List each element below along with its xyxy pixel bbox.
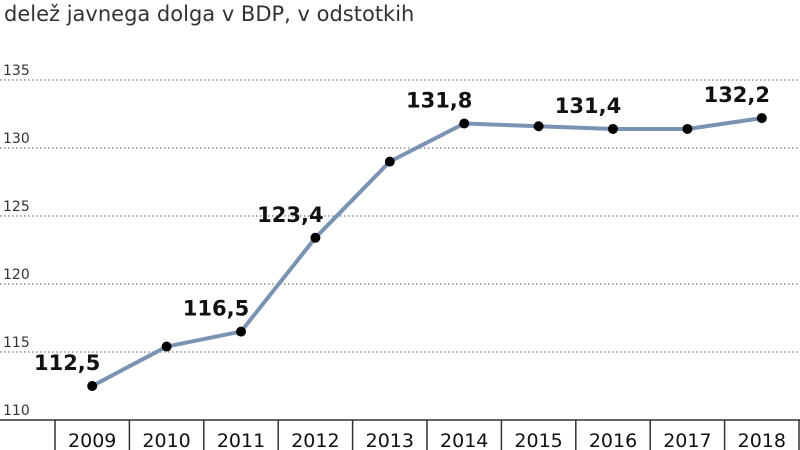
y-tick-label-115: 115 <box>3 335 30 351</box>
data-label-2018: 132,2 <box>704 83 770 107</box>
x-tick-label-2015: 2015 <box>514 430 562 450</box>
x-tick-label-2016: 2016 <box>589 430 637 450</box>
data-point-2014 <box>459 118 470 129</box>
data-point-2018 <box>756 113 767 124</box>
x-tick-label-2014: 2014 <box>440 430 488 450</box>
series-line <box>90 116 764 388</box>
grid-lines <box>0 79 800 353</box>
x-tick-label-2009: 2009 <box>68 430 116 450</box>
y-tick-label-110: 110 <box>3 403 30 419</box>
data-label-2011: 116,5 <box>183 297 249 321</box>
data-point-2012 <box>310 232 321 243</box>
series-polyline <box>90 116 764 388</box>
y-tick-label-130: 130 <box>3 131 30 147</box>
data-point-2013 <box>384 156 395 167</box>
y-tick-label-125: 125 <box>3 199 30 215</box>
data-point-2017 <box>682 123 693 134</box>
data-label-2012: 123,4 <box>257 203 323 227</box>
data-label-2009: 112,5 <box>34 351 100 375</box>
chart-title: delež javnega dolga v BDP, v odstotkih <box>4 2 415 26</box>
data-label-2014: 131,8 <box>406 89 472 113</box>
x-tick-label-2010: 2010 <box>142 430 190 450</box>
data-point-2016 <box>608 123 618 134</box>
x-tick-label-2012: 2012 <box>291 430 339 450</box>
data-point-2009 <box>87 381 98 391</box>
x-tick-label-2017: 2017 <box>663 430 711 450</box>
data-point-2015 <box>533 121 544 132</box>
data-points <box>87 113 767 391</box>
data-label-2016: 131,4 <box>555 94 621 118</box>
x-tick-label-2011: 2011 <box>217 430 265 450</box>
data-labels: 112,5 116,5 123,4 131,8 131,4 132,2 <box>34 83 770 375</box>
x-tick-label-2013: 2013 <box>366 430 414 450</box>
y-tick-label-120: 120 <box>3 267 30 283</box>
x-tick-label-2018: 2018 <box>738 430 786 450</box>
x-axis: 2009 2010 2011 2012 2013 2014 2015 2016 2017 2018 <box>0 419 800 450</box>
y-axis-tick-labels: 110 115 120 125 130 135 <box>3 63 30 419</box>
y-tick-label-135: 135 <box>3 63 30 79</box>
data-point-2011 <box>236 326 246 337</box>
data-point-2010 <box>161 341 172 352</box>
